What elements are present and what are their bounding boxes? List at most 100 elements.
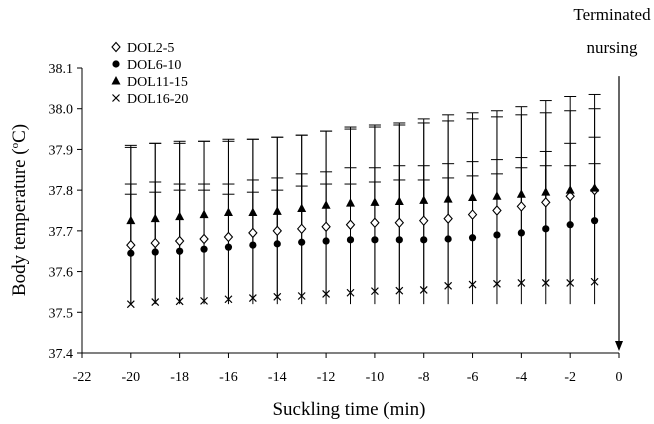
data-point	[468, 234, 477, 242]
data-point	[395, 236, 403, 244]
data-point	[200, 296, 208, 305]
legend-label: DOL11-15	[127, 75, 188, 90]
data-point	[248, 207, 258, 217]
data-point	[517, 279, 526, 287]
y-tick-label: 38.1	[49, 62, 74, 77]
x-tick-label: -6	[467, 370, 479, 385]
y-tick-label: 37.8	[49, 184, 74, 199]
x-tick-label: -16	[219, 370, 238, 385]
data-point	[224, 243, 233, 251]
x-tick-label: -8	[418, 370, 430, 385]
data-point	[420, 236, 428, 244]
data-point	[175, 211, 185, 221]
x-tick-label: -4	[516, 370, 528, 385]
data-point	[541, 279, 550, 287]
data-point	[492, 191, 502, 200]
data-point	[273, 292, 282, 301]
data-point	[175, 297, 184, 306]
y-tick-label: 37.6	[49, 266, 74, 281]
data-point	[468, 280, 477, 289]
data-point	[296, 223, 307, 235]
y-tick-label: 37.5	[49, 306, 74, 321]
legend-marker	[112, 60, 120, 68]
data-point	[127, 249, 135, 257]
data-point	[346, 288, 355, 297]
annotation	[615, 76, 623, 351]
data-point	[394, 217, 405, 229]
x-tick-label: -14	[268, 370, 287, 385]
data-point	[174, 235, 185, 247]
data-point	[590, 183, 600, 192]
data-point	[199, 233, 209, 245]
data-point	[272, 225, 283, 237]
data-point	[590, 217, 599, 225]
x-tick-label: -18	[170, 370, 189, 385]
x-tick-label: -22	[73, 370, 92, 385]
legend-label: DOL16-20	[127, 92, 188, 107]
data-point	[371, 236, 379, 244]
data-point	[541, 197, 551, 208]
data-point	[492, 205, 502, 216]
data-point	[298, 238, 306, 246]
data-point	[444, 281, 453, 290]
data-point	[541, 187, 551, 196]
data-point	[249, 241, 257, 249]
data-point	[272, 206, 282, 215]
data-point	[370, 197, 380, 206]
data-point	[223, 231, 234, 243]
annotation-line2: nursing	[587, 38, 639, 57]
arrow-head	[615, 341, 623, 351]
legend-marker	[111, 41, 121, 53]
data-point	[200, 245, 208, 253]
data-point	[223, 207, 233, 217]
data-point	[273, 240, 281, 248]
y-tick-label: 38.0	[49, 103, 74, 118]
x-tick-label: -2	[564, 370, 576, 385]
data-point	[443, 213, 453, 224]
data-point	[590, 277, 599, 286]
data-point	[395, 286, 404, 295]
data-point	[176, 247, 184, 255]
x-tick-label: -10	[366, 370, 385, 385]
legend-marker	[111, 76, 121, 85]
axes: 37.437.537.637.737.837.938.038.1-22 -20 -1…	[49, 62, 623, 385]
error-bars	[124, 93, 601, 305]
legend-marker	[112, 94, 120, 102]
x-tick-label: -20	[121, 370, 140, 385]
data-point	[150, 213, 160, 223]
data-point	[126, 300, 135, 309]
data-point	[418, 215, 429, 227]
x-tick-label: -12	[317, 370, 336, 385]
data-point	[542, 225, 550, 233]
annotation-line1: Terminated	[573, 5, 651, 24]
data-point	[346, 198, 355, 207]
data-point	[419, 285, 428, 294]
x-axis-label: Suckling time (min)	[272, 399, 425, 420]
data-point	[566, 279, 575, 287]
data-point	[150, 237, 160, 249]
legend-label: DOL2-5	[127, 41, 174, 56]
data-point	[126, 239, 136, 251]
data-markers	[126, 183, 600, 309]
data-point	[248, 227, 258, 239]
y-tick-label: 37.9	[49, 143, 74, 158]
data-point	[493, 279, 501, 288]
data-point	[322, 290, 331, 298]
data-point	[224, 295, 233, 304]
data-point	[321, 221, 331, 233]
x-tick-label: 0	[616, 370, 623, 385]
data-point	[419, 195, 429, 204]
data-point	[517, 229, 525, 237]
data-point	[493, 231, 501, 239]
data-point	[151, 248, 159, 256]
data-point	[321, 200, 331, 209]
data-point	[322, 237, 330, 245]
legend-label: DOL6-10	[127, 58, 181, 73]
data-point	[151, 298, 160, 307]
data-point	[346, 236, 355, 244]
data-point	[467, 209, 478, 220]
data-point	[565, 190, 575, 202]
y-tick-label: 37.7	[49, 225, 74, 240]
data-point	[126, 215, 136, 225]
